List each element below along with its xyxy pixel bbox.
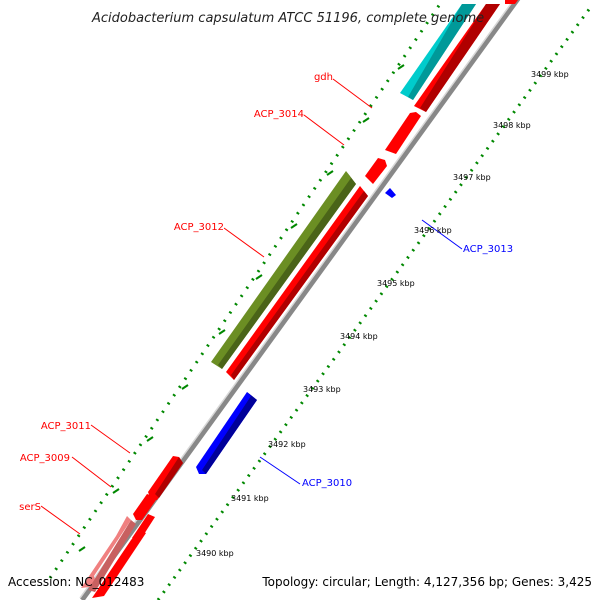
gene-acp3010-shade [202,392,257,474]
tick-label: 3494 kbp [340,332,378,341]
gene-acp3014[interactable] [365,158,387,184]
tick-label: 3496 kbp [414,226,452,235]
gene-trna-teal-shade [408,4,476,100]
topology-text: Topology: circular; Length: 4,127,356 bp… [261,575,592,589]
tick-label: 3497 kbp [453,173,491,182]
gene-acp3011-shade [155,457,183,498]
gene-gdh[interactable] [385,112,421,154]
gene-sers[interactable] [81,516,131,588]
gene-acp3013[interactable] [385,188,396,198]
tick-label: 3499 kbp [531,70,569,79]
gene-red-lower-a[interactable] [92,530,146,598]
gene-red-topmost[interactable] [505,0,518,4]
gene-acp3009[interactable] [133,494,156,520]
gene-acp3012-olive-shade [218,171,356,369]
gene-red-long[interactable] [226,186,368,380]
label-acp3013: ACP_3013 [463,244,513,255]
gene-red-long-shade [231,186,368,380]
label-acp3010: ACP_3010 [302,478,352,489]
tick-guide-outer [48,3,442,579]
gene-red-lower-b[interactable] [132,514,155,542]
tick-label: 3493 kbp [303,385,341,394]
label-sers: serS [19,502,41,513]
page-title: Acidobacterium capsulatum ATCC 51196, co… [91,11,484,26]
tick-label: 3491 kbp [231,494,269,503]
tick-label: 3498 kbp [493,121,531,130]
label-acp3009: ACP_3009 [20,453,70,464]
gene-acp3012-olive[interactable] [211,171,356,369]
accession-text: Accession: NC_012483 [8,575,144,589]
label-acp3011: ACP_3011 [41,421,91,432]
tick-label: 3490 kbp [196,549,234,558]
label-gdh: gdh [314,72,333,83]
outer-tick-marks [78,64,405,552]
tick-label: 3492 kbp [268,440,306,449]
label-acp3012: ACP_3012 [174,222,224,233]
label-acp3014: ACP_3014 [254,109,304,120]
gene-red-top-shade [420,4,500,112]
gene-sers-shade [88,520,136,592]
tick-label: 3495 kbp [377,279,415,288]
callout-lines [40,78,463,535]
tick-guide-inner [156,7,592,600]
